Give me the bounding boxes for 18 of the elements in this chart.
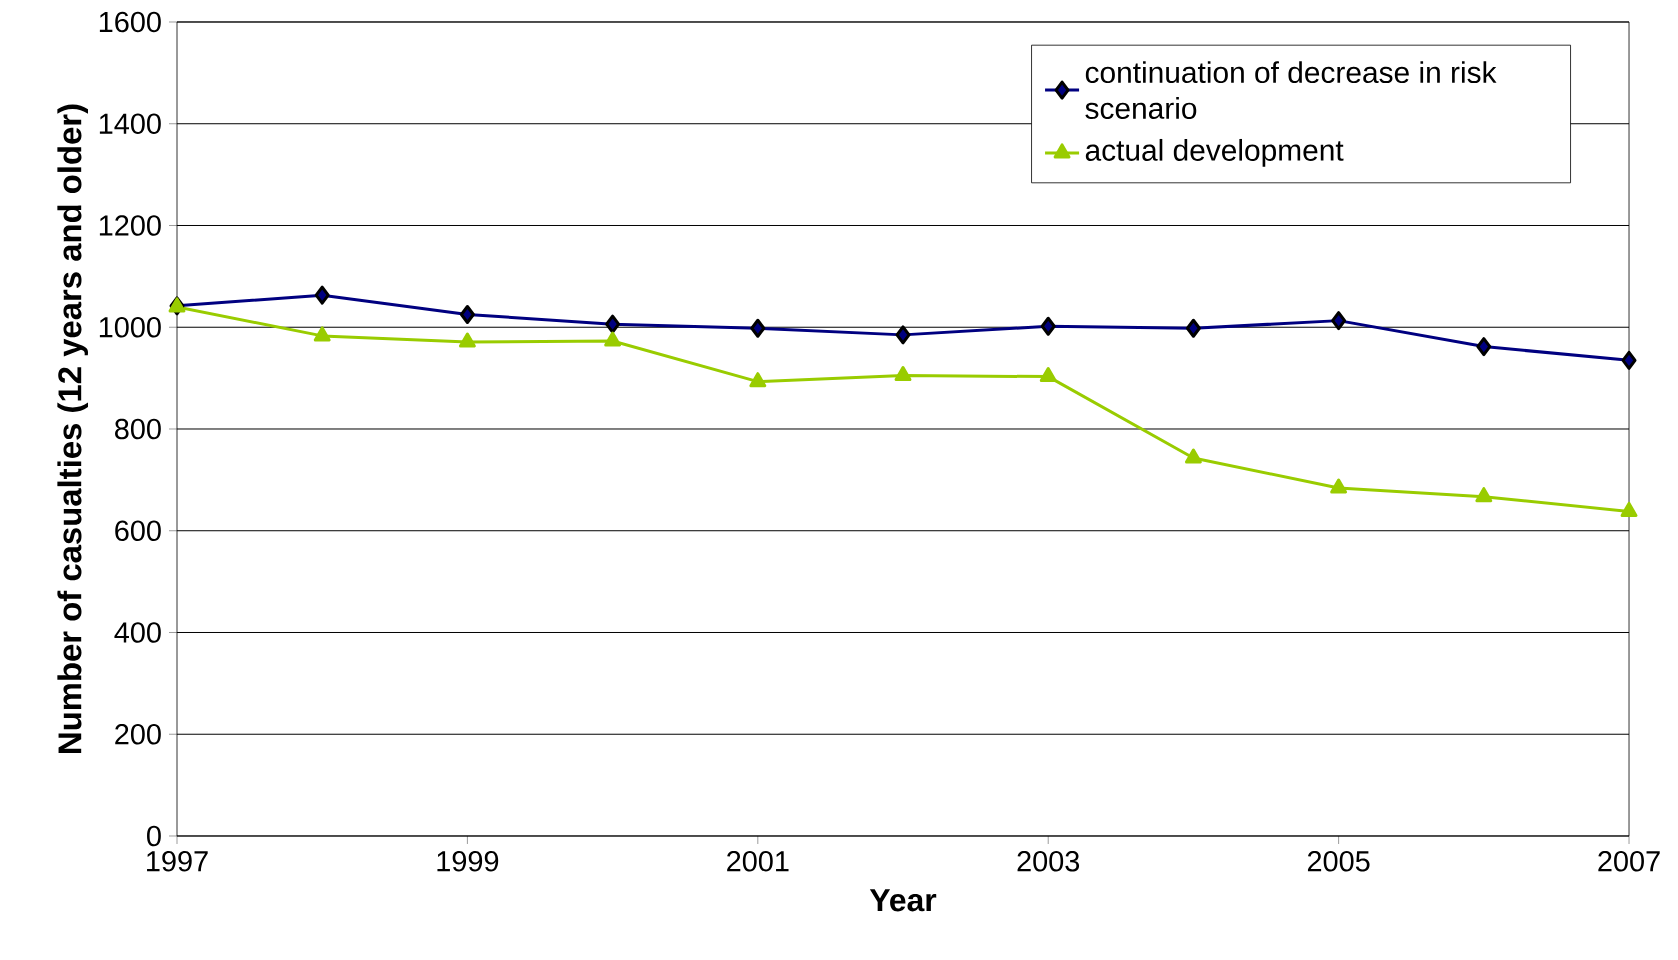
y-tick-label: 1400	[99, 113, 161, 134]
y-tick-label: 600	[115, 520, 161, 541]
y-axis-title: Number of casualties (12 years and older)	[57, 104, 88, 753]
x-tick-label: 2003	[1017, 851, 1080, 872]
y-tick-label: 1600	[99, 11, 161, 33]
x-tick-label: 1999	[437, 851, 499, 872]
y-tick-label: 0	[147, 825, 161, 847]
legend-label: actual development	[1085, 138, 1344, 167]
x-tick-label: 1997	[147, 851, 208, 872]
y-tick-label: 1200	[99, 215, 161, 236]
y-tick-label: 1000	[99, 317, 161, 338]
x-tick-label: 2007	[1598, 851, 1660, 872]
x-tick-label: 2005	[1307, 851, 1370, 872]
y-tick-label: 400	[114, 622, 161, 643]
y-tick-label: 200	[115, 724, 161, 745]
y-tick-label: 800	[115, 418, 161, 440]
x-tick-label: 2001	[727, 851, 789, 872]
x-axis-title: Year	[869, 889, 937, 912]
